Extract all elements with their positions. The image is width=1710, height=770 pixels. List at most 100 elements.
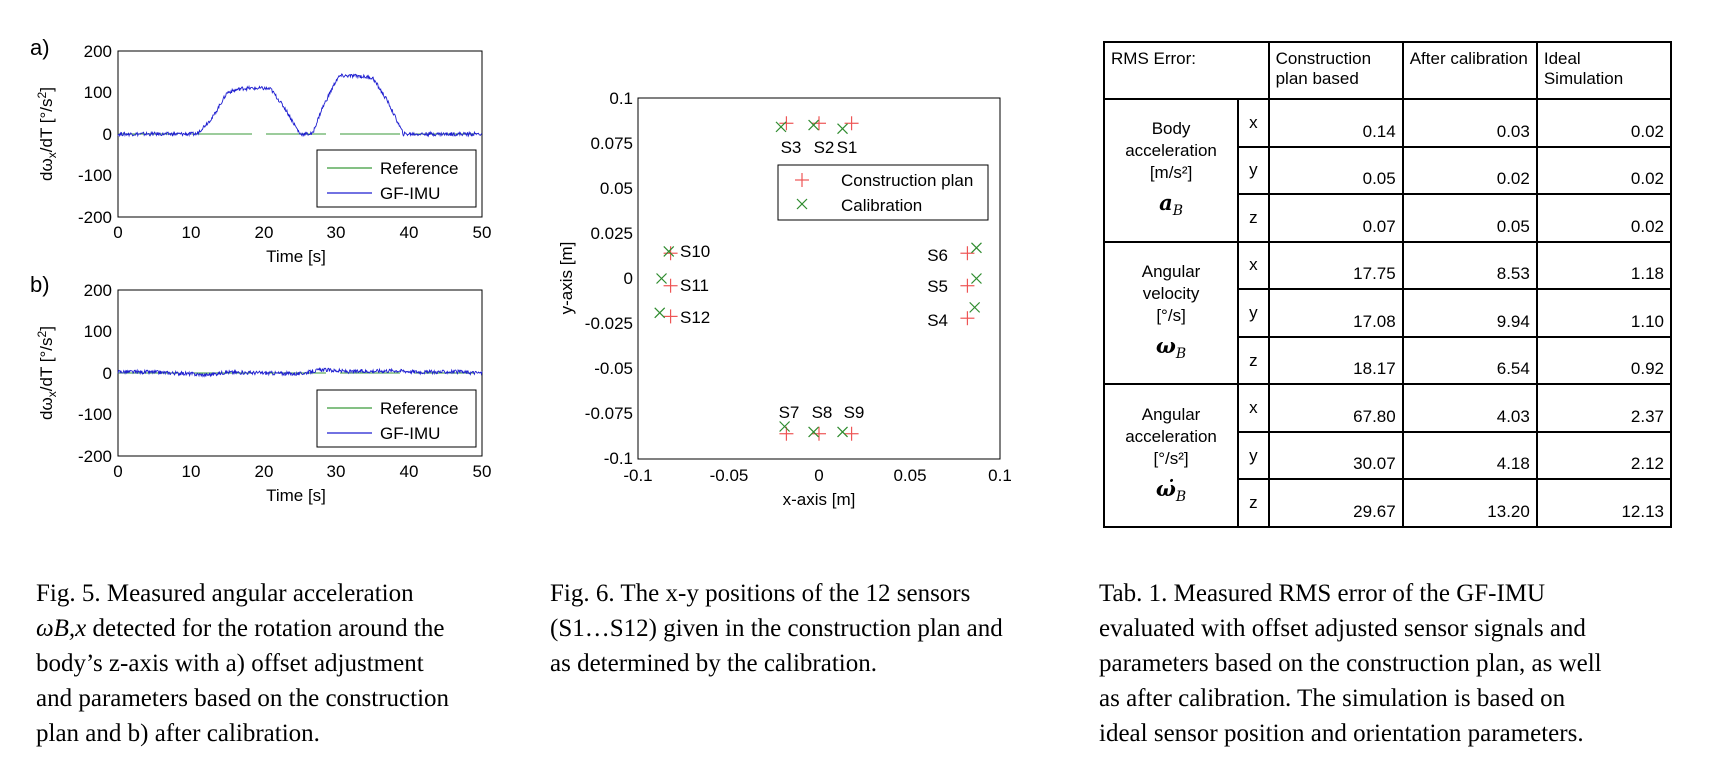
table-value-cell: 30.07 bbox=[1267, 430, 1404, 481]
table1-caption: Tab. 1. Measured RMS error of the GF-IMU… bbox=[1099, 576, 1699, 751]
fig5a-ytick: -200 bbox=[78, 208, 112, 227]
fig6-ytick: 0 bbox=[624, 269, 633, 288]
symbol-sub: B bbox=[1175, 346, 1187, 363]
fig6-legend-box bbox=[777, 164, 989, 221]
fig6-marker-calibration-s11 bbox=[656, 273, 667, 284]
table-row: z 0.07 0.05 0.02 bbox=[1104, 193, 1673, 243]
table-value-cell: 0.05 bbox=[1401, 193, 1538, 243]
group-name-line: acceleration bbox=[1125, 141, 1217, 161]
fig6-marker-calibration-s6 bbox=[971, 242, 982, 254]
fig5a-series-gf-imu bbox=[117, 73, 483, 138]
caption-line: parameters based on the construction pla… bbox=[1099, 650, 1602, 677]
fig6-marker-construction-s11 bbox=[663, 278, 678, 293]
caption-line: as determined by the calibration. bbox=[550, 650, 877, 677]
fig6-point-label-s3: S3 bbox=[781, 138, 802, 157]
fig5a-legend-reference: Reference bbox=[380, 159, 458, 178]
fig6-figure: y-axis [m] x-axis [m] 0.1 0.075 0.05 0.0… bbox=[557, 89, 1012, 509]
fig6-marker-construction-s4 bbox=[960, 311, 975, 326]
fig6-point-label-s2: S2 bbox=[814, 138, 835, 157]
table-value-cell: 1.18 bbox=[1535, 240, 1673, 291]
fig5b-xticks: 0 10 20 30 40 50 bbox=[113, 462, 491, 481]
table-row: Angular velocity [°/s] ωB x 17.75 8.53 1… bbox=[1102, 240, 1673, 386]
fig5a-xtick: 50 bbox=[473, 223, 492, 242]
table-value-cell: 0.02 bbox=[1535, 193, 1673, 243]
fig6-point-label-s6: S6 bbox=[927, 246, 948, 265]
fig6-xlabel: x-axis [m] bbox=[783, 490, 856, 509]
caption-line: (S1…S12) given in the construction plan … bbox=[550, 615, 1003, 642]
fig5b-plot: dωx/dT [°/s2] Time [s] 200 100 0 -100 -2… bbox=[35, 281, 491, 505]
table-value-cell: 4.18 bbox=[1401, 430, 1538, 481]
fig6-legend: Construction plan Calibration bbox=[777, 164, 989, 221]
fig5b-ytick: 0 bbox=[103, 364, 112, 383]
table-value-cell: 0.07 bbox=[1267, 193, 1404, 243]
fig5a-xtick: 10 bbox=[182, 223, 201, 242]
table-row: Body acceleration [m/s²] aB x 0.14 0.03 … bbox=[1102, 98, 1673, 243]
fig5b-ytick: 100 bbox=[84, 322, 112, 341]
fig6-marker-calibration-s12 bbox=[654, 307, 666, 319]
fig5a-panel-label: a) bbox=[30, 35, 50, 60]
fig6-marker-calibration-s2 bbox=[808, 119, 819, 131]
fig5a-xtick: 40 bbox=[400, 223, 419, 242]
table-header-ideal-simulation: Ideal Simulation bbox=[1535, 41, 1673, 100]
fig5b-xtick: 0 bbox=[113, 462, 122, 481]
fig5b-xtick: 40 bbox=[400, 462, 419, 481]
fig6-marker-calibration-s9 bbox=[837, 426, 848, 438]
fig5b-series-gf-imu bbox=[117, 367, 483, 378]
table-axis-cell: x bbox=[1237, 98, 1270, 148]
fig6-xtick: -0.05 bbox=[710, 466, 749, 485]
fig5a-xtick: 30 bbox=[327, 223, 346, 242]
fig6-axes-frame bbox=[637, 97, 1001, 460]
rms-error-table: RMS Error: Construction plan based After… bbox=[1102, 41, 1673, 528]
symbol-sub: B bbox=[1175, 488, 1187, 505]
caption-text: detected for the rotation around the bbox=[86, 615, 445, 642]
group-name-line: velocity bbox=[1142, 283, 1200, 303]
table-header-row: RMS Error: Construction plan based After… bbox=[1103, 41, 1673, 100]
table-row: y 0.05 0.02 0.02 bbox=[1104, 145, 1673, 196]
table-axis-cell: y bbox=[1237, 430, 1270, 481]
fig6-marker-construction-s8 bbox=[812, 426, 826, 441]
table-axis-cell: z bbox=[1237, 193, 1270, 243]
table-group-body-acceleration: Body acceleration [m/s²] aB bbox=[1102, 98, 1240, 243]
fig5a-xtick: 20 bbox=[255, 223, 274, 242]
table-value-cell: 0.02 bbox=[1535, 145, 1673, 196]
fig5a-legend-gfimu: GF-IMU bbox=[380, 184, 440, 203]
fig5b-ytick: -200 bbox=[78, 447, 112, 466]
caption-line: body’s z-axis with a) offset adjustment bbox=[36, 650, 424, 677]
fig6-point-label-s11: S11 bbox=[680, 276, 709, 295]
fig5a-plot: dωx/dT [°/s2] Time [s] 200 100 0 -100 -2… bbox=[35, 42, 491, 266]
table-value-cell: 9.94 bbox=[1401, 288, 1538, 338]
caption-line: Fig. 5. Measured angular acceleration bbox=[36, 580, 414, 607]
table-value-cell: 2.12 bbox=[1535, 430, 1673, 481]
fig6-ytick: -0.1 bbox=[604, 449, 633, 468]
fig5b-ytick: 200 bbox=[84, 281, 112, 300]
table-value-cell: 0.05 bbox=[1267, 145, 1404, 196]
caption-line: evaluated with offset adjusted sensor si… bbox=[1099, 615, 1586, 642]
fig5a-ytick: 0 bbox=[103, 125, 112, 144]
caption-line: Fig. 6. The x-y positions of the 12 sens… bbox=[550, 580, 971, 607]
fig6-marker-calibration-s7 bbox=[779, 421, 791, 432]
table-axis-cell: z bbox=[1237, 335, 1270, 386]
table-value-cell: 0.92 bbox=[1535, 335, 1673, 386]
table-value-cell: 0.02 bbox=[1401, 145, 1538, 196]
table-value-cell: 18.17 bbox=[1267, 335, 1404, 386]
fig5a-ytick: 200 bbox=[84, 42, 112, 61]
table-row: y 30.07 4.18 2.12 bbox=[1104, 430, 1673, 481]
fig6-legend-calibration: Calibration bbox=[841, 196, 922, 215]
fig5a-series-layer bbox=[117, 73, 483, 138]
fig6-point-label-s5: S5 bbox=[927, 277, 948, 296]
fig6-marker-layer bbox=[654, 116, 982, 441]
fig5b-xtick: 10 bbox=[182, 462, 201, 481]
fig5-figure: a) dωx/dT [°/s2] Time [s] 200 100 0 -100… bbox=[30, 35, 491, 505]
fig6-legend-construction: Construction plan bbox=[841, 171, 973, 190]
fig5a-ytick: -100 bbox=[78, 166, 112, 185]
table-value-cell: 12.13 bbox=[1535, 478, 1673, 528]
table-axis-cell: x bbox=[1237, 383, 1270, 433]
group-name-line: Angular bbox=[1141, 404, 1201, 424]
fig5a-xtick: 0 bbox=[113, 223, 122, 242]
fig5a-yticks: 200 100 0 -100 -200 bbox=[78, 42, 112, 227]
fig6-marker-calibration-s10 bbox=[663, 246, 675, 257]
table-value-cell: 0.14 bbox=[1267, 98, 1404, 148]
fig6-marker-calibration-s4 bbox=[969, 301, 981, 313]
table-value-cell: 17.08 bbox=[1267, 288, 1404, 338]
fig5b-ylabel: dωx/dT [°/s2] bbox=[35, 326, 59, 420]
